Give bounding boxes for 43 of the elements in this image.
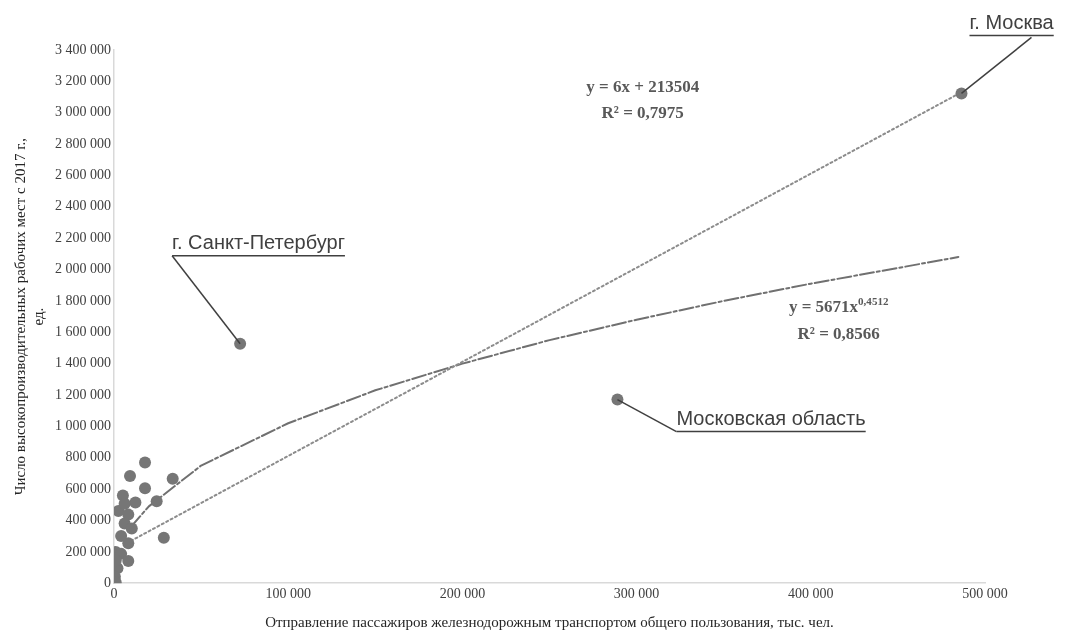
y-tick-label: 2 800 000 — [55, 135, 111, 151]
y-tick-label: 2 000 000 — [55, 261, 111, 277]
y-tick-label: 3 200 000 — [55, 73, 111, 89]
y-tick-label: 600 000 — [65, 480, 111, 496]
annotation: R² = 0,8566 — [797, 323, 880, 343]
point — [139, 482, 152, 495]
point — [122, 537, 135, 550]
y-tick-label: 2 400 000 — [55, 198, 111, 214]
y-tick-label: 800 000 — [65, 449, 111, 465]
y-tick-label: 3 000 000 — [55, 104, 111, 120]
y-tick-label: 400 000 — [65, 512, 111, 528]
x-tick-label: 500 000 — [962, 586, 1008, 602]
point — [139, 456, 152, 469]
annotation: y = 6x + 213504 — [586, 76, 700, 96]
y-tick-label: 1 200 000 — [55, 386, 111, 402]
point — [150, 495, 163, 508]
x-tick-label: 100 000 — [265, 586, 311, 602]
annotation: г. Москва — [969, 10, 1055, 33]
point — [234, 337, 247, 350]
y-tick-label: 2 200 000 — [55, 229, 111, 245]
y-tick-label: 2 600 000 — [55, 167, 111, 183]
y-tick-label: 1 400 000 — [55, 355, 111, 371]
point — [125, 522, 138, 535]
annotation: Московская область — [676, 407, 866, 430]
y-tick-label: 3 400 000 — [55, 41, 111, 57]
point — [166, 472, 179, 485]
point — [122, 554, 135, 567]
point — [157, 531, 170, 544]
point — [124, 470, 137, 483]
y-tick-label: 1 800 000 — [55, 292, 111, 308]
x-tick-label: 200 000 — [439, 586, 486, 602]
y-tick-label: 0 — [104, 574, 111, 590]
annotation: R² = 0,7975 — [601, 103, 684, 123]
y-tick-label: 1 600 000 — [55, 323, 111, 339]
point — [129, 496, 142, 509]
y-axis-title: Число высокопроизводительных рабочих мест с 2017 г., ед. — [11, 137, 46, 496]
y-tick-label: 1 000 000 — [55, 418, 111, 434]
y-tick-label: 200 000 — [65, 543, 111, 559]
x-tick-label: 400 000 — [788, 586, 834, 602]
x-axis-title: Отправление пассажиров железнодорожным транспортом общего пользования, тыс. чел. — [265, 613, 834, 630]
x-tick-label: 300 000 — [613, 586, 660, 602]
annotation: г. Санкт-Петербург — [172, 231, 345, 254]
point — [115, 530, 128, 542]
